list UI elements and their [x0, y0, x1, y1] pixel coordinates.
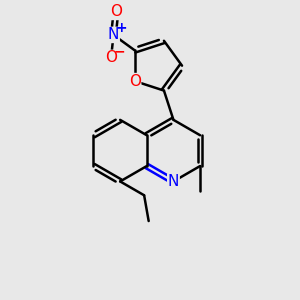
Text: N: N	[108, 27, 119, 42]
Text: −: −	[113, 44, 125, 58]
Text: O: O	[110, 4, 122, 20]
Text: O: O	[105, 50, 117, 65]
Text: O: O	[129, 74, 141, 88]
Text: +: +	[116, 22, 127, 35]
Text: N: N	[168, 174, 179, 189]
